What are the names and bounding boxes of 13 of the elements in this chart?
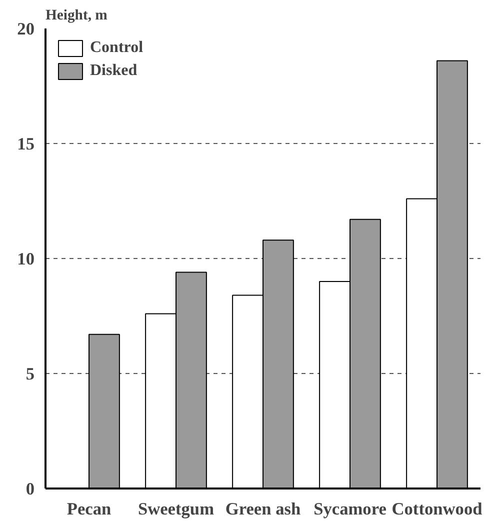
x-tick-label: Pecan xyxy=(66,500,112,518)
y-tick-label: 5 xyxy=(26,364,35,384)
y-tick-label: 20 xyxy=(17,20,34,38)
y-axis-title: Height, m xyxy=(46,8,108,24)
legend-label: Disked xyxy=(90,62,138,80)
x-tick-label: Sycamore xyxy=(314,500,387,518)
y-tick-label: 15 xyxy=(17,134,35,154)
x-tick-label: Green ash xyxy=(225,500,301,518)
x-tick-label: Cottonwood xyxy=(392,500,483,518)
y-tick-label: 0 xyxy=(26,480,35,498)
y-tick-label: 10 xyxy=(17,250,34,268)
x-tick-label: Sweetgum xyxy=(138,500,215,518)
legend-label: Control xyxy=(90,39,144,57)
